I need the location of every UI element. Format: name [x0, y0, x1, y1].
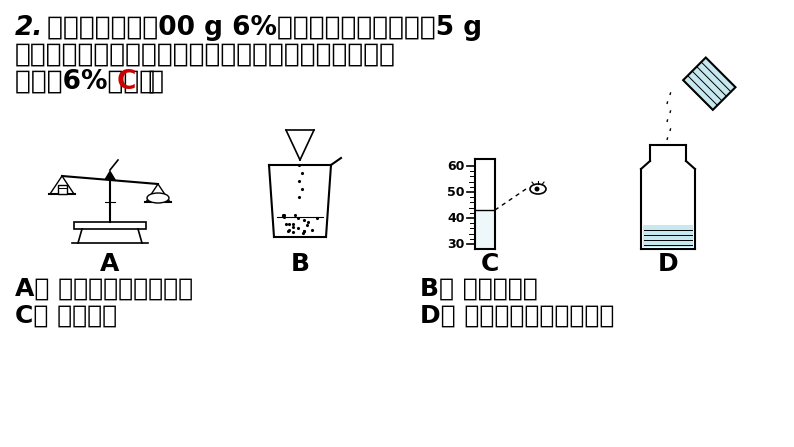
Bar [74, 222, 146, 229]
Text: 40: 40 [448, 211, 465, 224]
Text: C: C [481, 252, 499, 276]
Polygon shape [683, 58, 735, 110]
Text: 50: 50 [448, 186, 465, 198]
Text: 以下用游码）。下列操作会导致所配溶液的溶质质量分: 以下用游码）。下列操作会导致所配溶液的溶质质量分 [15, 42, 396, 68]
Bar [58, 185, 67, 194]
Text: 化学小组要配刱00 g 6%的氯化钓溶液（称量旰5 g: 化学小组要配刱00 g 6%的氯化钓溶液（称量旰5 g [38, 15, 482, 41]
Text: 2.: 2. [15, 15, 44, 41]
Ellipse shape [530, 184, 546, 194]
Bar [643, 225, 693, 247]
Text: D: D [657, 252, 678, 276]
Ellipse shape [147, 193, 169, 203]
Text: 30: 30 [448, 237, 465, 250]
Ellipse shape [534, 186, 539, 191]
Text: A． 氯化钓放在右盘称量: A． 氯化钓放在右盘称量 [15, 277, 193, 301]
Text: B: B [291, 252, 310, 276]
Text: D． 配好的溶液装瓶时洒出: D． 配好的溶液装瓶时洒出 [420, 304, 615, 328]
Text: A: A [100, 252, 120, 276]
Polygon shape [286, 130, 314, 160]
Text: C． 俦视读数: C． 俦视读数 [15, 304, 118, 328]
Text: 60: 60 [448, 160, 465, 173]
Text: 数大于6%的是（: 数大于6%的是（ [15, 69, 173, 95]
Text: C: C [117, 69, 137, 95]
Text: ）: ） [130, 69, 164, 95]
Bar [476, 210, 494, 248]
Polygon shape [104, 170, 116, 180]
Text: B． 氯化钓撒出: B． 氯化钓撒出 [420, 277, 538, 301]
